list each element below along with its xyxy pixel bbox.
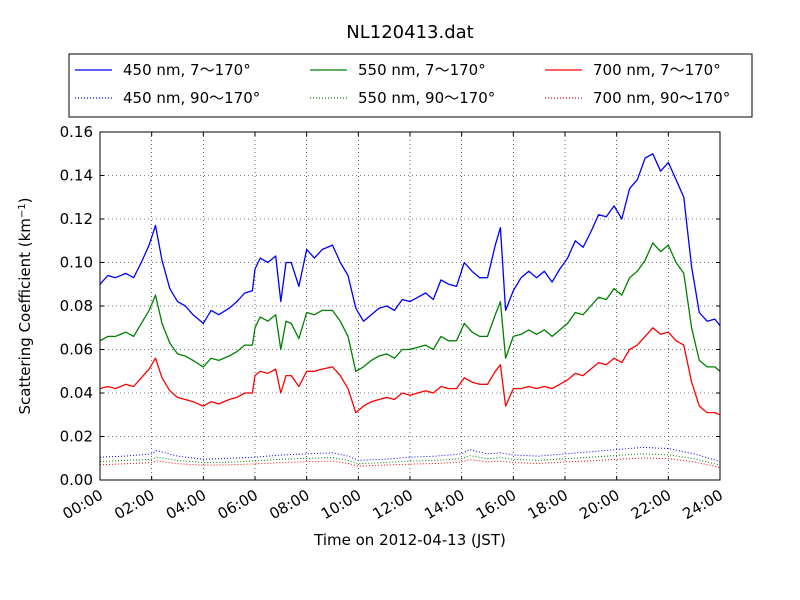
series-line-2 — [99, 242, 721, 372]
y-axis-label-exponent: −1 — [17, 203, 28, 218]
legend-label-5: 550 nm, 90～170° — [358, 89, 495, 107]
legend-label-6: 700 nm, 90～170° — [593, 89, 730, 107]
y-axis-label-text: Scattering Coefficient (km — [16, 218, 34, 414]
legend-label-1: 450 nm, 7～170° — [123, 61, 251, 79]
legend-box — [68, 53, 753, 118]
y-tick-label: 0.16 — [60, 123, 93, 141]
x-axis-label: Time on 2012-04-13 (JST) — [313, 531, 506, 549]
plot-frame — [99, 131, 721, 481]
grid — [100, 132, 720, 480]
y-tick-label: 0.10 — [60, 254, 93, 272]
legend-label-4: 450 nm, 90～170° — [123, 89, 260, 107]
y-tick-label: 0.06 — [60, 341, 93, 359]
y-axis-label-close: ) — [16, 197, 34, 203]
legend-label-3: 700 nm, 7～170° — [593, 61, 721, 79]
y-tick-label: 0.08 — [60, 297, 93, 315]
legend: 450 nm, 7～170° 550 nm, 7～170° 700 nm, 7～17… — [68, 53, 753, 118]
y-tick-label: 0.14 — [60, 167, 93, 185]
series-line-1 — [99, 153, 721, 327]
y-tick-label: 0.02 — [60, 428, 93, 446]
series-line-4 — [99, 446, 721, 462]
series-line-3 — [99, 327, 721, 416]
legend-label-2: 550 nm, 7～170° — [358, 61, 486, 79]
y-tick-label: 0.04 — [60, 384, 93, 402]
series-layer — [99, 153, 721, 468]
chart-title: NL120413.dat — [346, 22, 473, 43]
series-line-6 — [99, 457, 721, 468]
y-axis-label: Scattering Coefficient (km−1) — [16, 197, 34, 414]
y-tick-label: 0.00 — [60, 471, 93, 489]
y-tick-label: 0.12 — [60, 210, 93, 228]
